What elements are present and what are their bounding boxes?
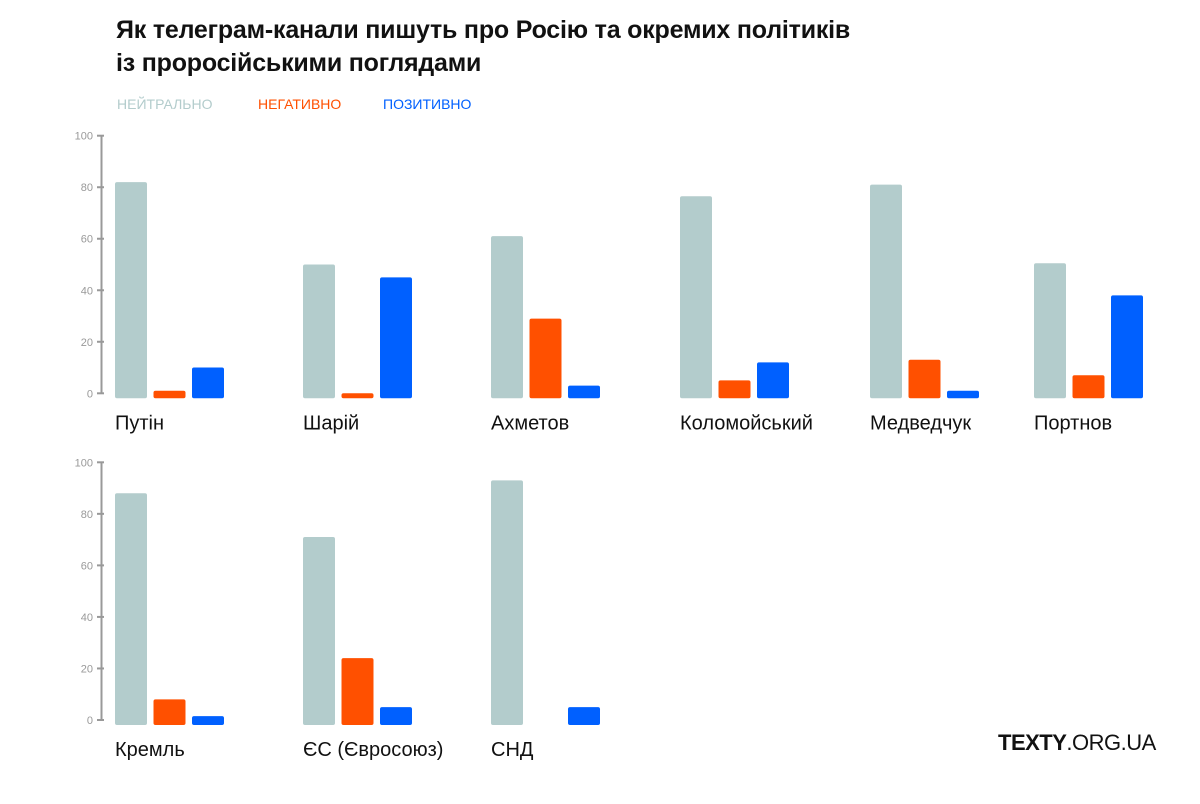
- chart-title: Як телеграм-канали пишуть про Росію та о…: [116, 14, 850, 80]
- y-tick-label: 20: [81, 337, 93, 349]
- bar-neutral: [303, 537, 335, 725]
- legend-positive: ПОЗИТИВНО: [383, 96, 472, 112]
- bar-negative: [341, 393, 374, 399]
- bar-neutral: [491, 236, 523, 399]
- category-label: Медведчук: [870, 412, 971, 434]
- bar-positive: [380, 277, 412, 399]
- bar-positive: [947, 390, 979, 399]
- bar-negative: [341, 658, 374, 725]
- y-tick-label: 100: [75, 457, 93, 469]
- logo-rest: .ORG.UA: [1066, 730, 1156, 755]
- y-tick-label: 20: [81, 663, 93, 675]
- bar-positive: [568, 385, 600, 399]
- bar-negative: [529, 318, 562, 399]
- bar-neutral: [680, 196, 712, 399]
- bar-negative: [718, 380, 751, 399]
- y-tick-label: 80: [81, 182, 93, 194]
- bar-negative: [153, 390, 186, 399]
- bar-positive: [1111, 295, 1143, 399]
- y-tick-label: 40: [81, 285, 93, 297]
- bar-negative: [153, 699, 186, 725]
- bar-neutral: [491, 480, 523, 725]
- legend-neutral: НЕЙТРАЛЬНО: [117, 96, 213, 112]
- bar-positive: [380, 707, 412, 725]
- bar-positive: [757, 362, 789, 399]
- category-label: Ахметов: [491, 412, 569, 434]
- bar-neutral: [1034, 263, 1066, 399]
- y-tick-label: 0: [87, 715, 93, 727]
- bar-positive: [568, 707, 600, 725]
- category-label: ЄС (Євросоюз): [303, 739, 443, 761]
- bar-neutral: [115, 493, 147, 725]
- bar-negative: [1072, 375, 1105, 399]
- chart-title-line-1: Як телеграм-канали пишуть про Росію та о…: [116, 16, 851, 44]
- y-tick-label: 0: [87, 388, 93, 400]
- bar-neutral: [303, 264, 335, 399]
- y-tick-label: 80: [81, 509, 93, 521]
- category-label: Портнов: [1034, 412, 1112, 434]
- y-tick-label: 100: [75, 131, 93, 143]
- y-tick-label: 60: [81, 560, 93, 572]
- category-label: Коломойський: [680, 412, 813, 434]
- category-label: Кремль: [115, 739, 185, 761]
- texty-logo: TEXTY.ORG.UA: [998, 730, 1156, 756]
- y-tick-label: 60: [81, 234, 93, 246]
- category-label: СНД: [491, 739, 534, 761]
- bar-neutral: [115, 182, 147, 399]
- y-tick-label: 40: [81, 612, 93, 624]
- bar-positive: [192, 367, 224, 399]
- legend-negative: НЕГАТИВНО: [258, 96, 342, 112]
- logo-bold: TEXTY: [998, 730, 1067, 755]
- chart-title-line-2: із проросійськими поглядами: [116, 49, 482, 77]
- bar-negative: [908, 359, 941, 399]
- bar-positive: [192, 716, 224, 725]
- category-label: Путін: [115, 412, 164, 434]
- bar-neutral: [870, 184, 902, 399]
- category-label: Шарій: [303, 412, 359, 434]
